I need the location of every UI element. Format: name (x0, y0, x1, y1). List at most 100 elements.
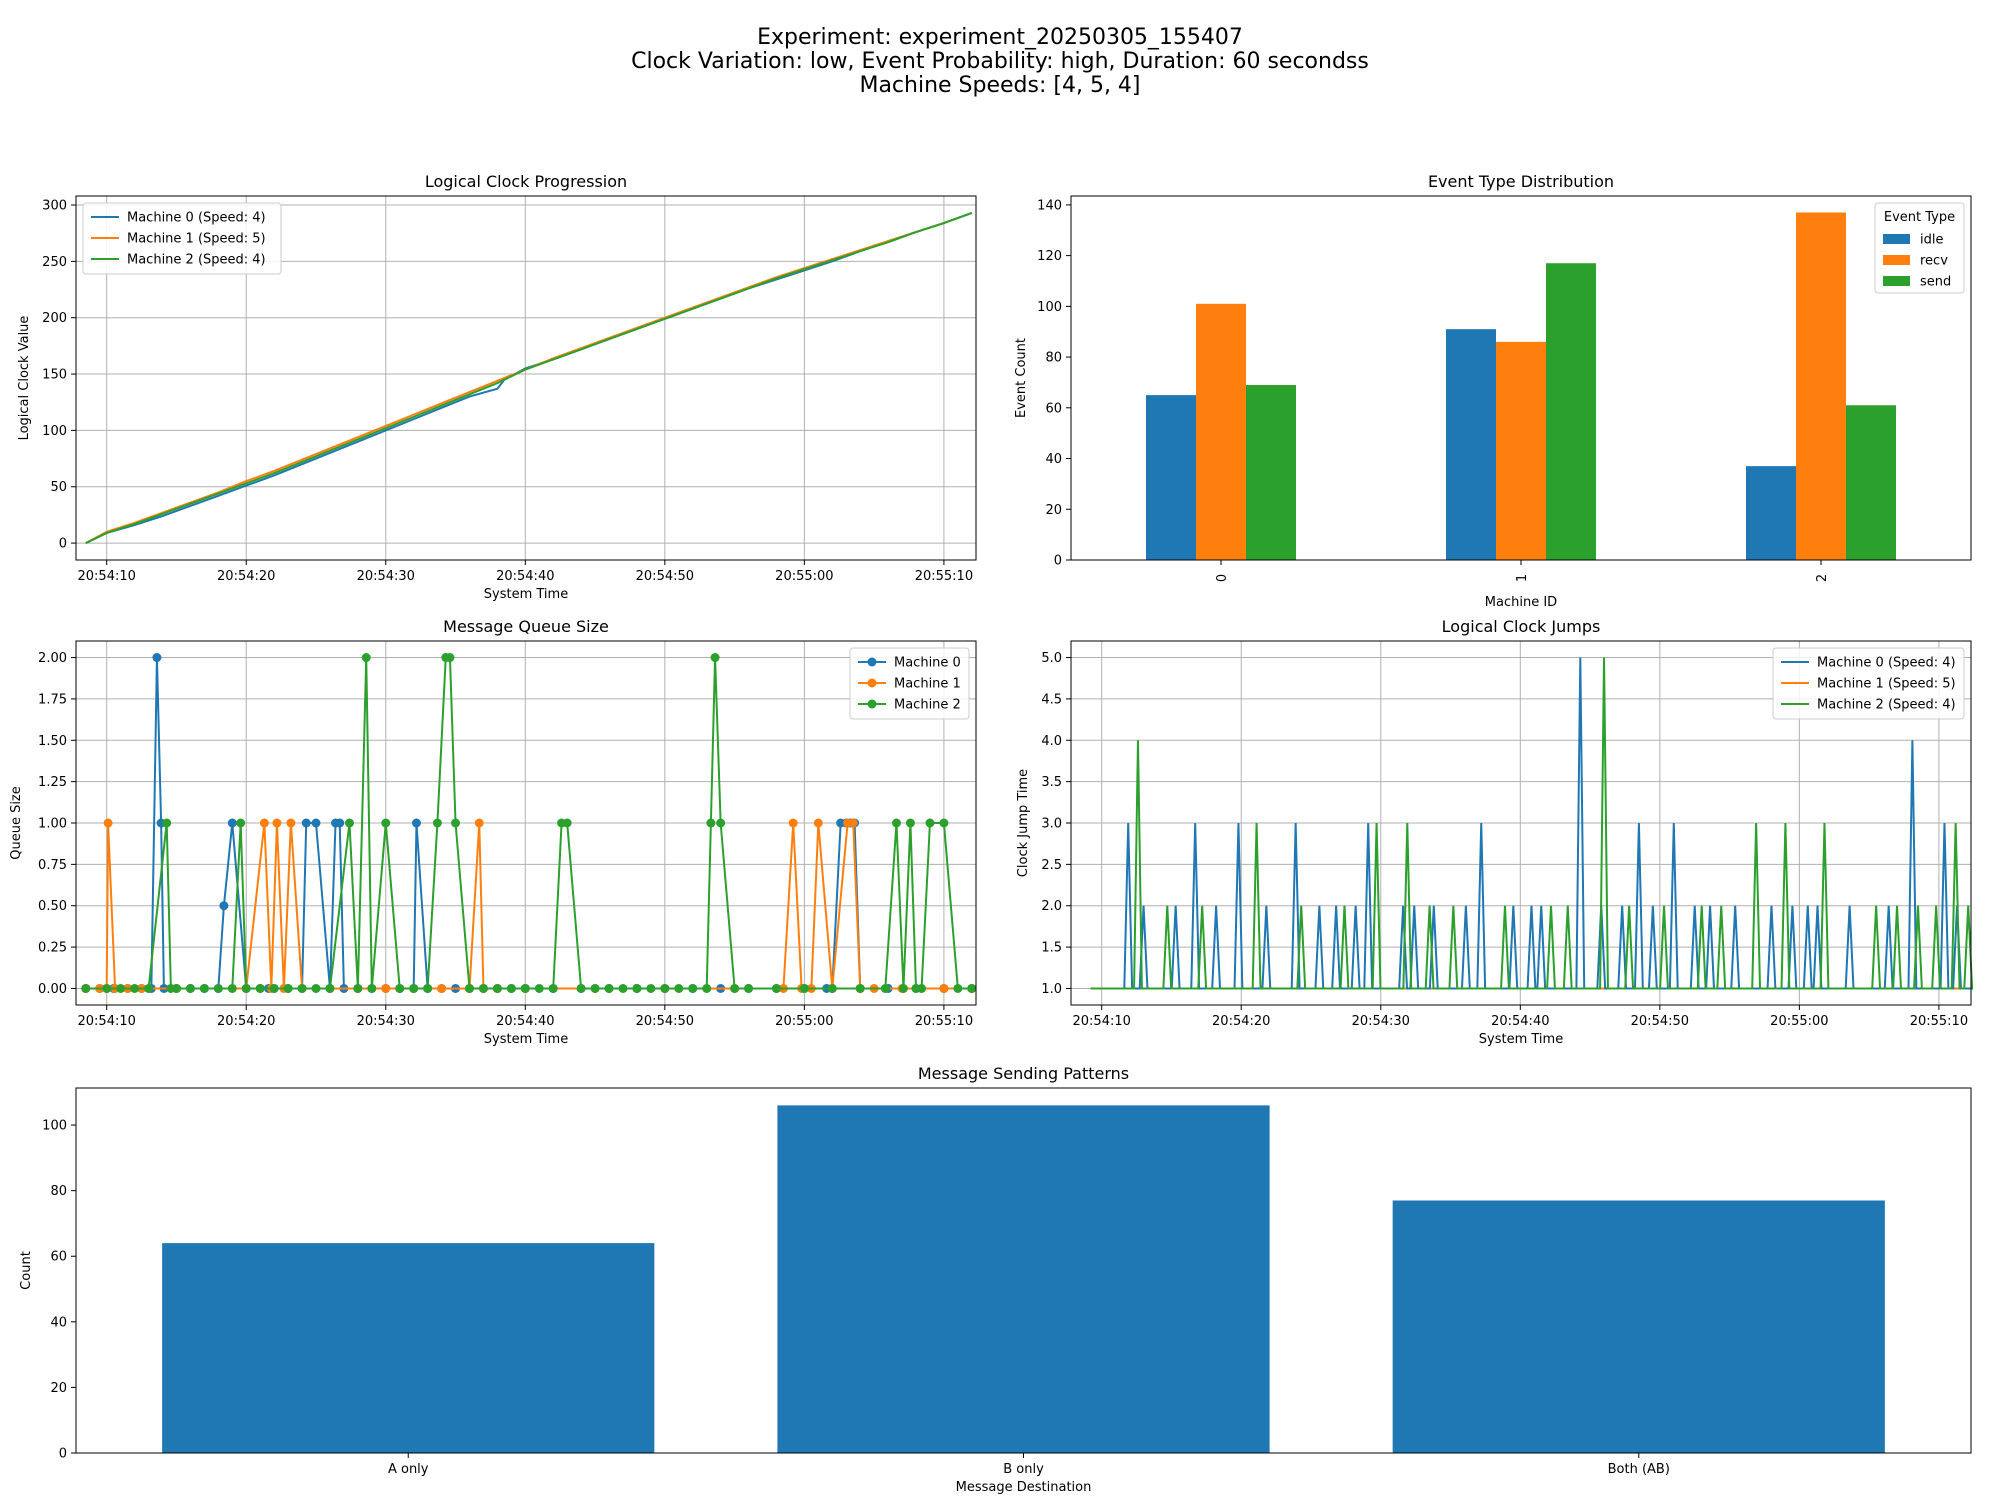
bar-send-machine-2 (1846, 405, 1896, 560)
y-tick-label: 2.00 (38, 651, 67, 666)
legend-entry: Machine 0 (Speed: 4) (127, 211, 266, 226)
data-point-machine-2 (953, 983, 963, 993)
data-point-machine-2 (710, 653, 720, 663)
data-point-machine-2 (255, 983, 265, 993)
data-point-machine-2 (604, 983, 614, 993)
data-point-machine-2 (967, 983, 977, 993)
data-point-machine-2 (344, 818, 354, 828)
data-point-machine-2 (716, 818, 726, 828)
data-point-machine-2 (451, 818, 461, 828)
legend-swatch (1883, 276, 1910, 286)
data-point-machine-2 (325, 983, 335, 993)
bar-recv-machine-0 (1196, 303, 1246, 560)
data-point-machine-2 (185, 983, 195, 993)
y-tick-label: 4.5 (1041, 692, 1062, 707)
legend-box (1772, 647, 1965, 720)
x-axis-label: Machine ID (1485, 595, 1557, 610)
data-point-machine-0 (227, 818, 237, 828)
x-tick-label: 20:54:40 (496, 1014, 554, 1029)
y-tick-label: 100 (1037, 300, 1062, 315)
data-point-machine-1 (788, 818, 798, 828)
x-tick-label: 2 (1815, 574, 1830, 582)
y-tick-label: 250 (42, 255, 67, 270)
data-point-machine-2 (162, 818, 172, 828)
data-point-machine-2 (464, 983, 474, 993)
y-tick-label: 60 (50, 1250, 67, 1265)
data-point-machine-2 (576, 983, 586, 993)
x-tick-label: 20:54:20 (1212, 1014, 1270, 1029)
y-tick-label: 1.50 (38, 734, 67, 749)
series-line-machine-2 (1090, 657, 1974, 990)
data-point-machine-1 (381, 983, 391, 993)
data-point-machine-2 (744, 983, 754, 993)
legend-title: Event Type (1884, 210, 1955, 225)
data-point-machine-2 (353, 983, 363, 993)
legend-entry: Machine 2 (Speed: 4) (1817, 698, 1956, 713)
x-tick-label: 20:55:00 (775, 1014, 833, 1029)
data-point-machine-2 (297, 983, 307, 993)
plot-frame (75, 640, 977, 1006)
legend-entry: Machine 1 (894, 677, 961, 692)
legend: Machine 0 (Speed: 4) Machine 1 (Speed: 5)… (1772, 647, 1965, 720)
y-tick-label: 20 (50, 1381, 67, 1396)
data-point-machine-2 (227, 983, 237, 993)
data-point-machine-2 (702, 983, 712, 993)
data-point-machine-2 (562, 818, 572, 828)
x-tick-label: 20:54:30 (357, 569, 415, 584)
y-axis-label: Count (19, 1251, 34, 1290)
x-tick-label: 20:54:20 (217, 569, 275, 584)
data-point-machine-0 (335, 818, 345, 828)
chart-title: Message Sending Patterns (918, 1064, 1129, 1083)
x-tick-label: 20:54:50 (636, 569, 694, 584)
data-point-machine-2 (506, 983, 516, 993)
data-point-machine-2 (674, 983, 684, 993)
data-point-machine-2 (520, 983, 530, 993)
data-point-machine-2 (534, 983, 544, 993)
data-point-machine-2 (81, 983, 91, 993)
bar-recv-machine-1 (1496, 341, 1546, 560)
data-point-machine-2 (367, 983, 377, 993)
data-point-machine-2 (361, 653, 371, 663)
y-tick-label: 2.5 (1041, 858, 1062, 873)
data-point-machine-0 (152, 653, 162, 663)
data-point-machine-2 (771, 983, 781, 993)
y-tick-label: 0 (59, 537, 67, 552)
data-point-machine-2 (269, 983, 279, 993)
chart-title: Logical Clock Progression (425, 172, 627, 191)
y-tick-label: 120 (1037, 249, 1062, 264)
y-tick-label: 0.25 (38, 941, 67, 956)
data-point-machine-2 (283, 983, 293, 993)
plot-frame (1070, 195, 1972, 561)
data-point-machine-1 (259, 818, 269, 828)
legend: Machine 0 (Speed: 4) Machine 1 (Speed: 5)… (82, 202, 282, 275)
bar-a-only (162, 1243, 655, 1453)
data-point-machine-1 (848, 818, 858, 828)
y-tick-label: 4.0 (1041, 734, 1062, 749)
plot-frame (75, 1087, 1972, 1454)
legend-marker (867, 678, 877, 688)
legend-entry: Machine 2 (Speed: 4) (127, 253, 266, 268)
x-tick-label: 20:54:30 (1352, 1014, 1410, 1029)
legend-box (82, 202, 282, 275)
y-tick-label: 20 (1045, 503, 1062, 518)
x-tick-label: 20:55:10 (915, 1014, 973, 1029)
y-tick-label: 150 (42, 368, 67, 383)
y-tick-label: 1.5 (1041, 941, 1062, 956)
data-point-machine-1 (939, 983, 949, 993)
bar-both-ab- (1392, 1200, 1885, 1453)
data-point-machine-2 (478, 983, 488, 993)
message-sending-patterns-chart: Message Sending Patterns A only B only Both… (19, 1064, 1972, 1495)
data-point-machine-2 (116, 983, 126, 993)
legend-box (1874, 202, 1965, 294)
y-tick-label: 80 (1045, 351, 1062, 366)
chart-title: Logical Clock Jumps (1442, 617, 1601, 636)
legend-entry: idle (1920, 233, 1943, 248)
y-tick-label: 3.0 (1041, 817, 1062, 832)
figure-title-line-1: Experiment: experiment_20250305_155407 (757, 25, 1243, 50)
data-point-machine-2 (548, 983, 558, 993)
data-point-machine-0 (301, 818, 311, 828)
y-tick-label: 3.5 (1041, 775, 1062, 790)
y-tick-label: 80 (50, 1184, 67, 1199)
y-tick-label: 40 (1045, 452, 1062, 467)
